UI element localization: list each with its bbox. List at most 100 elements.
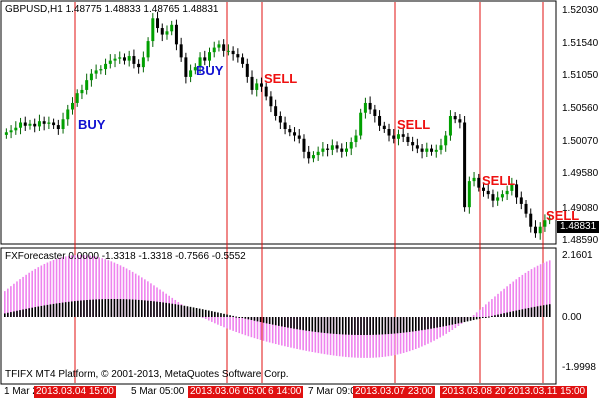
histogram-bar (262, 317, 265, 323)
histogram-bar (296, 317, 298, 330)
candle-body (430, 148, 434, 152)
histogram-bar (198, 308, 201, 317)
indicator-tick: 0.00 (562, 312, 582, 323)
histogram-bar (37, 306, 40, 317)
histogram-bar (323, 317, 326, 333)
candle-body (477, 177, 481, 188)
candle-body (519, 197, 523, 204)
candle-body (19, 122, 23, 128)
candle-body (316, 151, 320, 156)
candle-body (141, 57, 145, 68)
histogram-bar (92, 299, 94, 317)
histogram-bar (134, 299, 137, 317)
histogram-bar (311, 317, 314, 332)
candle-body (94, 70, 98, 74)
indicator-pane-border (0, 247, 557, 385)
histogram-bar (238, 317, 241, 318)
candle-body (524, 203, 528, 214)
histogram-bar (439, 317, 441, 338)
histogram-bar (211, 311, 213, 317)
histogram-bar (497, 314, 499, 317)
histogram-bar (110, 261, 113, 317)
histogram-bar (150, 283, 152, 317)
histogram-bar (284, 317, 286, 328)
histogram-bar (195, 308, 198, 317)
histogram-bar (207, 310, 210, 317)
histogram-bar (341, 317, 344, 357)
histogram-bar (104, 299, 107, 317)
histogram-bar (296, 317, 298, 349)
candle-body (66, 109, 70, 120)
histogram-bar (281, 317, 283, 327)
candle-body (156, 18, 160, 29)
candle-body (104, 63, 108, 70)
histogram-bar (10, 312, 12, 317)
candle-body (326, 148, 330, 150)
histogram-bar (393, 317, 396, 356)
histogram-bar (40, 265, 43, 317)
histogram-bar (548, 260, 551, 317)
candle-body (486, 190, 490, 195)
histogram-bar (253, 317, 256, 321)
histogram-bar (326, 317, 329, 355)
histogram-bar (162, 302, 164, 317)
candle-body (330, 145, 334, 150)
candle-body (368, 102, 372, 110)
candle-body (99, 69, 103, 71)
histogram-bar (43, 263, 46, 317)
histogram-bar (16, 310, 18, 317)
histogram-bar (271, 317, 274, 325)
candle-body (363, 102, 367, 113)
histogram-bar (244, 317, 247, 319)
histogram-bar (226, 314, 228, 317)
histogram-bar (141, 277, 143, 317)
histogram-bar (518, 277, 521, 317)
candle-body (396, 134, 400, 139)
time-label-highlight: 6 14:00 (266, 386, 304, 398)
histogram-bar (67, 255, 70, 317)
histogram-bar (344, 317, 347, 357)
histogram-bar (372, 317, 374, 358)
candle-body (463, 122, 467, 208)
histogram-bar (122, 299, 125, 317)
histogram-bar (144, 300, 146, 317)
histogram-bar (302, 317, 304, 331)
histogram-bar (177, 304, 180, 317)
histogram-bar (506, 286, 508, 317)
candle-body (226, 50, 230, 52)
histogram-bar (512, 311, 515, 317)
histogram-bar (28, 272, 30, 317)
histogram-bar (390, 317, 393, 334)
histogram-bar (128, 299, 131, 317)
histogram-bar (52, 303, 55, 317)
price-tick: 1.49080 (562, 203, 599, 214)
histogram-bar (399, 317, 402, 354)
histogram-bar (317, 317, 320, 354)
price-tick: 1.49580 (562, 168, 599, 179)
candle-body (321, 148, 325, 152)
histogram-bar (521, 309, 524, 317)
histogram-bar (74, 301, 76, 317)
candle-body (165, 31, 169, 35)
signal-sell-3: SELL (482, 173, 516, 188)
histogram-bar (494, 296, 496, 317)
price-pane-border (0, 0, 557, 245)
candle-body (453, 115, 457, 120)
current-price-marker: 1.48831 (557, 221, 600, 233)
histogram-bar (226, 317, 228, 329)
histogram-bar (107, 299, 110, 317)
histogram-bar (116, 299, 119, 317)
histogram-bar (156, 301, 158, 317)
histogram-bar (217, 317, 219, 325)
histogram-bar (125, 268, 128, 317)
histogram-bar (332, 317, 335, 356)
histogram-bar (500, 291, 502, 317)
histogram-bar (375, 317, 378, 358)
histogram-bar (37, 267, 40, 317)
histogram-bar (271, 317, 274, 344)
histogram-bar (539, 264, 542, 317)
histogram-bar (475, 317, 478, 320)
histogram-bar (7, 312, 9, 317)
histogram-bar (363, 317, 365, 335)
